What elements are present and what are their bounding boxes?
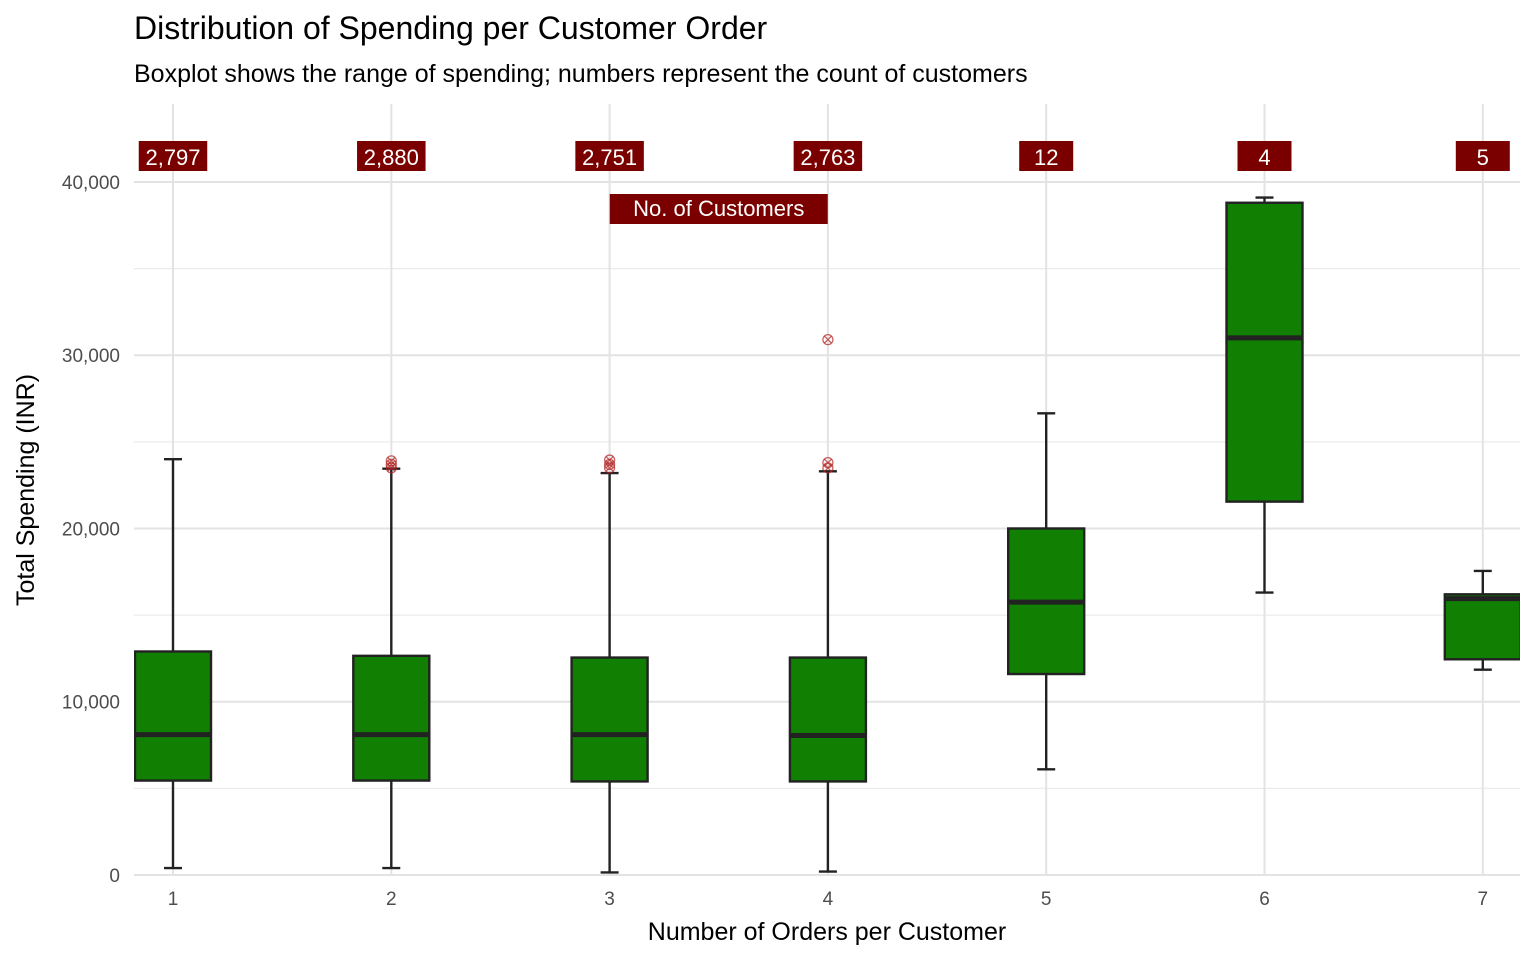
annotation-label: No. of Customers	[633, 196, 804, 221]
count-label-box	[138, 141, 208, 171]
box	[788, 656, 868, 783]
x-tick-label: 6	[1259, 889, 1270, 910]
count-label-box	[1455, 141, 1510, 171]
outlier-point	[603, 454, 616, 466]
x-tick-label: 3	[604, 889, 615, 910]
outlier-point	[822, 333, 834, 346]
count-label: 5	[1477, 145, 1489, 170]
box	[1225, 201, 1304, 503]
y-axis-title: Total Spending (INR)	[12, 374, 40, 606]
outlier-point	[385, 458, 397, 471]
outlier-cross	[823, 458, 832, 467]
y-tick-label: 0	[109, 866, 120, 887]
count-label: 2,751	[582, 145, 637, 170]
count-label-box	[1237, 141, 1292, 171]
outlier-point	[385, 455, 397, 467]
y-tick-label: 10,000	[62, 693, 120, 714]
box	[1443, 593, 1520, 661]
y-tick-label: 40,000	[62, 173, 120, 194]
x-tick-label: 4	[823, 889, 834, 910]
outlier-cross	[823, 335, 832, 344]
x-tick-label: 1	[168, 889, 179, 910]
outlier-cross	[605, 463, 614, 472]
outlier-cross	[387, 460, 396, 469]
count-label: 12	[1034, 145, 1058, 170]
y-tick-label: 30,000	[62, 346, 120, 367]
chart-subtitle: Boxplot shows the range of spending; num…	[134, 60, 1028, 88]
count-label: 2,797	[145, 145, 200, 170]
outlier-point	[822, 456, 834, 469]
count-labels: 2,797 2,880 2,751 2,763 12 4 5 No. of Customers	[138, 141, 1510, 224]
chart-title: Distribution of Spending per Customer Or…	[134, 10, 768, 46]
count-label-box	[793, 141, 863, 171]
boxplot-layer	[134, 196, 1520, 874]
count-label-box	[357, 141, 426, 171]
count-label-box	[575, 141, 644, 171]
box	[352, 654, 431, 782]
annotation-box	[609, 194, 828, 224]
outlier-point	[603, 462, 616, 474]
x-tick-label: 2	[386, 889, 397, 910]
y-tick-label: 20,000	[62, 519, 120, 540]
x-axis-title: Number of Orders per Customer	[648, 918, 1006, 946]
x-tick-label: 5	[1041, 889, 1052, 910]
box	[134, 650, 213, 782]
box	[570, 656, 649, 783]
x-tick-label: 7	[1478, 889, 1489, 910]
outlier-cross	[605, 456, 614, 465]
count-label: 4	[1258, 145, 1270, 170]
count-label: 2,880	[364, 145, 419, 170]
count-label: 2,763	[800, 145, 855, 170]
outlier-point	[385, 462, 397, 474]
count-label-box	[1019, 141, 1074, 171]
outlier-cross	[387, 456, 396, 465]
axes: 0 10,000 20,000 30,000 40,000 1 2 3 4 5 6 7	[62, 173, 1488, 910]
